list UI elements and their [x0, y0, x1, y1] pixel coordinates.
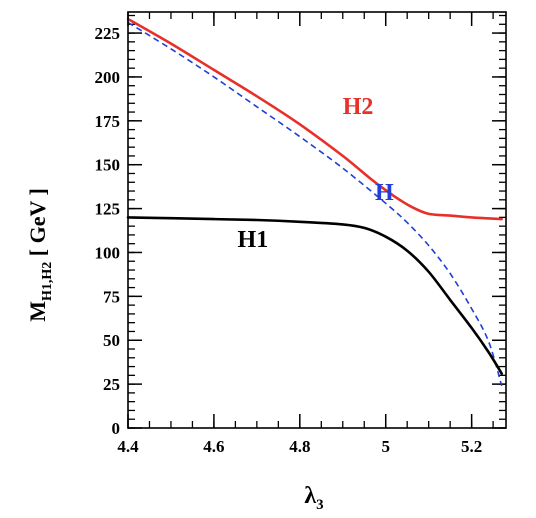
plot-frame [127, 11, 507, 429]
series-label-h1: H1 [238, 227, 269, 253]
x-tick-label: 5 [381, 437, 390, 456]
y-axis-title-sub: H1,H2 [40, 262, 55, 301]
y-axis-title: MH1,H2 [ GeV ] [25, 188, 55, 322]
x-axis-title-base: λ [304, 483, 316, 509]
series-line-h2 [126, 17, 503, 221]
series-line-h [127, 21, 503, 387]
series-label-h2: H2 [343, 94, 374, 120]
x-axis-title: λ3 [304, 483, 323, 513]
series-labels: H2 H H1 [238, 94, 394, 253]
y-tick-label: 175 [95, 112, 121, 131]
series-line-h1 [126, 216, 503, 375]
y-tick-label: 225 [95, 24, 121, 43]
y-axis-title-base: M [25, 301, 50, 322]
y-tick-label: 200 [95, 68, 121, 87]
y-axis-title-unit: [ GeV ] [25, 188, 50, 262]
x-tick-label: 4.6 [203, 437, 224, 456]
y-tick-label: 150 [95, 156, 121, 175]
series-label-h: H [375, 180, 394, 206]
y-tick-label: 50 [103, 331, 120, 350]
y-tick-label: 75 [103, 287, 120, 306]
x-tick-label: 4.4 [117, 437, 139, 456]
x-tick-label: 4.8 [289, 437, 310, 456]
y-tick-label: 125 [95, 200, 121, 219]
y-tick-label: 0 [112, 419, 121, 438]
x-tick-label: 5.2 [461, 437, 482, 456]
y-tick-label: 100 [95, 243, 121, 262]
x-axis-title-sub: 3 [316, 497, 324, 513]
x-ticks: 4.4 4.6 4.8 5 5.2 [117, 12, 494, 456]
series-lines [126, 17, 503, 387]
y-tick-label: 25 [103, 375, 120, 394]
y-ticks: 0 25 50 75 100 125 150 175 200 225 [95, 14, 506, 438]
